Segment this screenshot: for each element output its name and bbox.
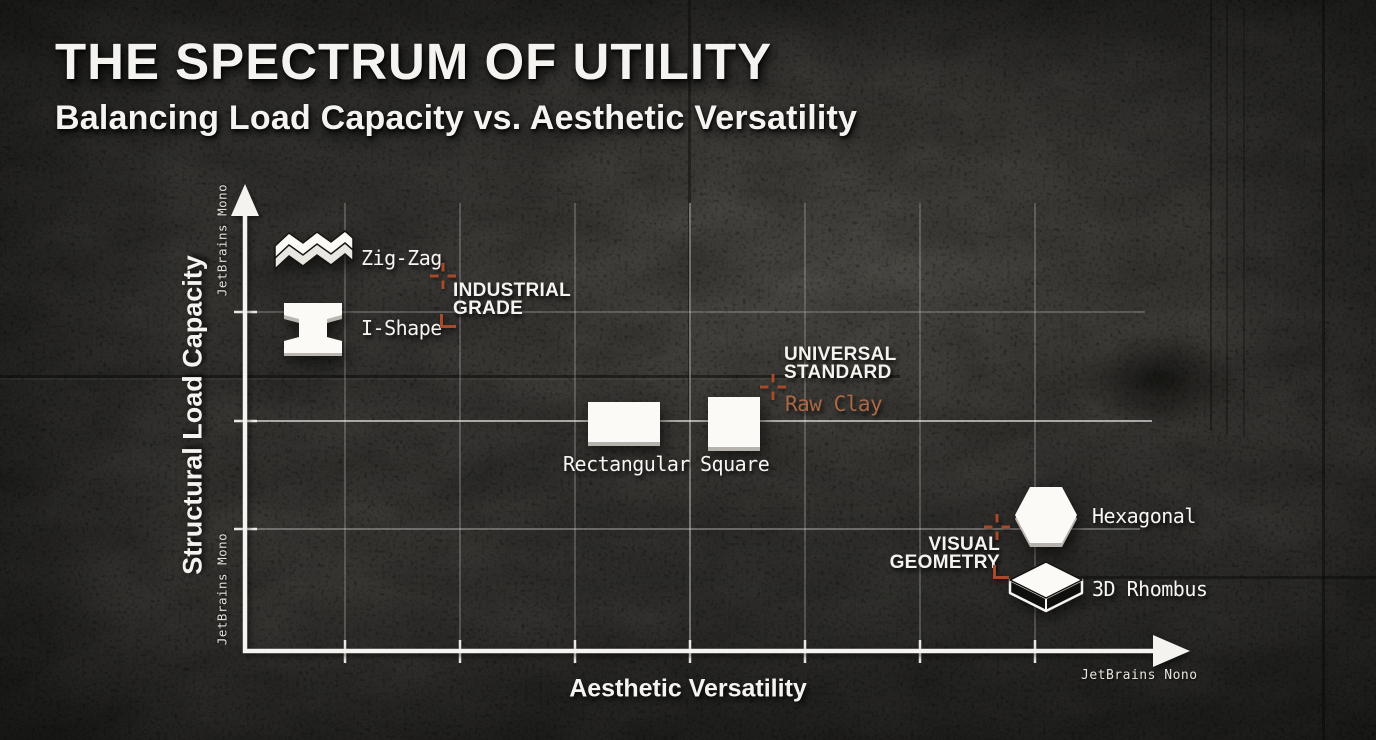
annotation-visual-geometry: VISUAL GEOMETRY bbox=[850, 534, 1000, 573]
x-axis-font-note: JetBrains Nono bbox=[1081, 668, 1198, 683]
crosshair-icon-visual bbox=[984, 514, 1010, 540]
axis-lines bbox=[231, 184, 1190, 667]
rectangle-paver-icon bbox=[588, 402, 660, 446]
annotation-line: STANDARD bbox=[784, 362, 892, 383]
point-label-rectangular: Rectangular bbox=[563, 452, 690, 476]
page-title: THE SPECTRUM OF UTILITY bbox=[55, 33, 773, 90]
x-axis-arrowhead-icon bbox=[1153, 635, 1190, 667]
y-axis-label: Structural Load Capacity bbox=[177, 255, 208, 575]
point-label-hexagonal: Hexagonal bbox=[1092, 504, 1196, 528]
y-axis-font-note-bottom: JetBrains Mono bbox=[214, 532, 230, 646]
annotation-line: GEOMETRY bbox=[889, 552, 1000, 573]
page-subtitle: Balancing Load Capacity vs. Aesthetic Ve… bbox=[55, 99, 858, 137]
annotation-line: VISUAL bbox=[928, 534, 1000, 555]
point-label-rhombus: 3D Rhombus bbox=[1092, 577, 1208, 601]
point-label-square: Square bbox=[700, 452, 770, 476]
square-paver-icon bbox=[708, 397, 760, 451]
annotation-raw-clay: Raw Clay bbox=[785, 392, 883, 416]
annotation-industrial-grade: INDUSTRIAL GRADE bbox=[453, 280, 572, 319]
x-axis-label: Aesthetic Versatility bbox=[569, 674, 807, 703]
crosshair-icon-industrial bbox=[430, 263, 456, 289]
hexagon-paver-icon bbox=[1015, 487, 1077, 547]
y-axis-arrowhead-icon bbox=[231, 184, 259, 216]
corner-bracket-icon bbox=[440, 314, 456, 328]
concrete-blotch bbox=[1080, 335, 1240, 425]
crosshair-icon-universal bbox=[760, 374, 786, 400]
i-shape-paver-icon bbox=[284, 303, 342, 356]
point-label-zigzag: Zig-Zag bbox=[361, 246, 442, 270]
y-axis-font-note-top: JetBrains Mono bbox=[214, 183, 230, 297]
annotation-line: UNIVERSAL bbox=[784, 344, 897, 365]
annotation-line: GRADE bbox=[453, 298, 524, 319]
corner-bracket-icon bbox=[993, 565, 1009, 579]
rhombus-3d-paver-icon bbox=[1008, 561, 1084, 613]
annotation-universal-standard: UNIVERSAL STANDARD bbox=[784, 344, 897, 383]
point-label-ishape: I-Shape bbox=[361, 316, 442, 340]
annotation-line: INDUSTRIAL bbox=[453, 280, 572, 301]
zigzag-paver-icon bbox=[274, 230, 354, 271]
